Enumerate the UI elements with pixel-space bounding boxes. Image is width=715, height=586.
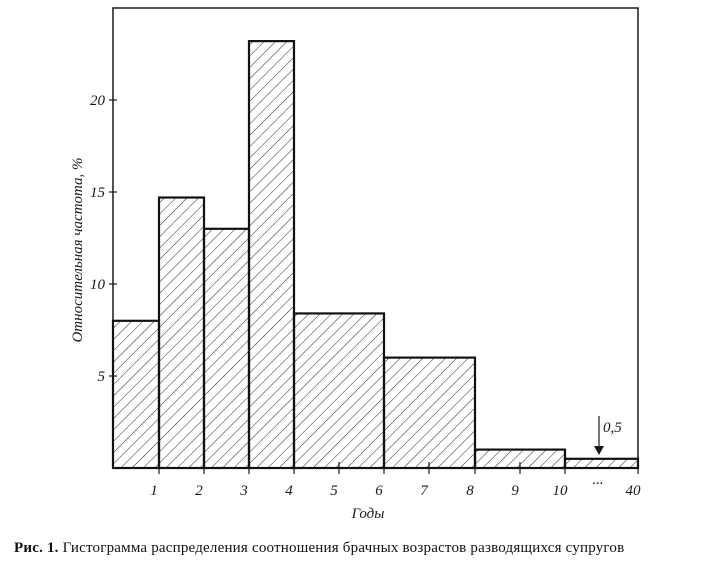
x-tick-label: 5	[330, 483, 338, 499]
histogram-bar	[202, 227, 251, 470]
x-tick-label: 4	[285, 483, 293, 499]
x-tick-label: 6	[375, 483, 383, 499]
y-axis-title: Относительная частота, %	[70, 157, 86, 342]
histogram-bar	[292, 312, 386, 470]
x-tick-label: 1	[150, 483, 158, 499]
histogram-bar	[247, 40, 296, 470]
x-tick-label: 8	[466, 483, 474, 499]
x-tick-label: 2	[195, 483, 203, 499]
figure-caption: Рис. 1. Гистограмма распределения соотно…	[14, 539, 706, 558]
y-tick-label: 5	[98, 369, 106, 385]
histogram-bar	[382, 356, 477, 470]
annotation-arrowhead	[594, 446, 604, 455]
axis-break-mark: ...	[592, 472, 603, 488]
histogram-bar	[111, 319, 161, 470]
x-tick-label: 9	[511, 483, 519, 499]
figure-number: Рис. 1.	[14, 540, 59, 556]
y-tick-label: 20	[90, 93, 106, 109]
x-axis-title: Годы	[351, 506, 385, 522]
x-tick-label: 40	[626, 483, 642, 499]
annotation-label: 0,5	[603, 420, 622, 436]
y-tick-label: 10	[90, 277, 106, 293]
annotation-0-5: 0,5	[594, 416, 622, 455]
histogram-bar	[563, 457, 640, 470]
caption-text: Гистограмма распределения соотношения бр…	[58, 540, 625, 556]
x-tick-label: 3	[239, 483, 248, 499]
x-tick-label: 7	[420, 483, 429, 499]
x-tick-label: 10	[553, 483, 569, 499]
histogram-bar	[157, 196, 206, 470]
y-tick-label: 15	[90, 185, 106, 201]
